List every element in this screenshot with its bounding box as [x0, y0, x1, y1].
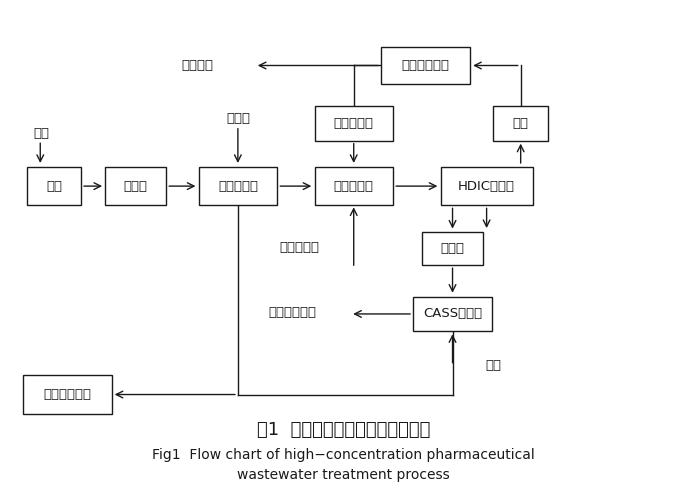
Text: 絮凝剂: 絮凝剂: [226, 112, 250, 125]
Text: wastewater treatment process: wastewater treatment process: [237, 468, 450, 482]
Text: 水封: 水封: [513, 117, 529, 130]
FancyBboxPatch shape: [440, 167, 532, 205]
FancyBboxPatch shape: [422, 232, 483, 265]
Text: 图1  高浓度制药废水处理工艺流程: 图1 高浓度制药废水处理工艺流程: [257, 421, 430, 439]
FancyBboxPatch shape: [315, 106, 393, 141]
FancyBboxPatch shape: [315, 167, 393, 205]
FancyBboxPatch shape: [381, 47, 470, 83]
Text: Fig1  Flow chart of high−concentration pharmaceutical: Fig1 Flow chart of high−concentration ph…: [152, 448, 535, 462]
Text: 斜板沉淀池: 斜板沉淀池: [218, 180, 258, 193]
Text: 活性炭吸附: 活性炭吸附: [334, 117, 374, 130]
FancyBboxPatch shape: [23, 375, 112, 414]
FancyBboxPatch shape: [27, 167, 81, 205]
Text: 曝气: 曝气: [486, 359, 502, 372]
Text: 集水井: 集水井: [124, 180, 148, 193]
Text: 原水: 原水: [34, 126, 49, 140]
Text: 出水达标排放: 出水达标排放: [269, 306, 317, 319]
Text: 格栅: 格栅: [46, 180, 62, 193]
FancyBboxPatch shape: [493, 106, 548, 141]
FancyBboxPatch shape: [199, 167, 277, 205]
Text: 燃气锅炉: 燃气锅炉: [181, 59, 213, 72]
Text: HDIC反应器: HDIC反应器: [458, 180, 515, 193]
Text: 调节水解池: 调节水解池: [334, 180, 374, 193]
Text: 搅拌、调节: 搅拌、调节: [279, 242, 319, 254]
Text: 集泥池: 集泥池: [440, 243, 464, 255]
Text: 脱硫脱臭装置: 脱硫脱臭装置: [401, 59, 449, 72]
FancyBboxPatch shape: [414, 297, 492, 331]
Text: 污泥处理系统: 污泥处理系统: [43, 388, 91, 401]
Text: CASS反应池: CASS反应池: [423, 307, 482, 321]
FancyBboxPatch shape: [105, 167, 166, 205]
